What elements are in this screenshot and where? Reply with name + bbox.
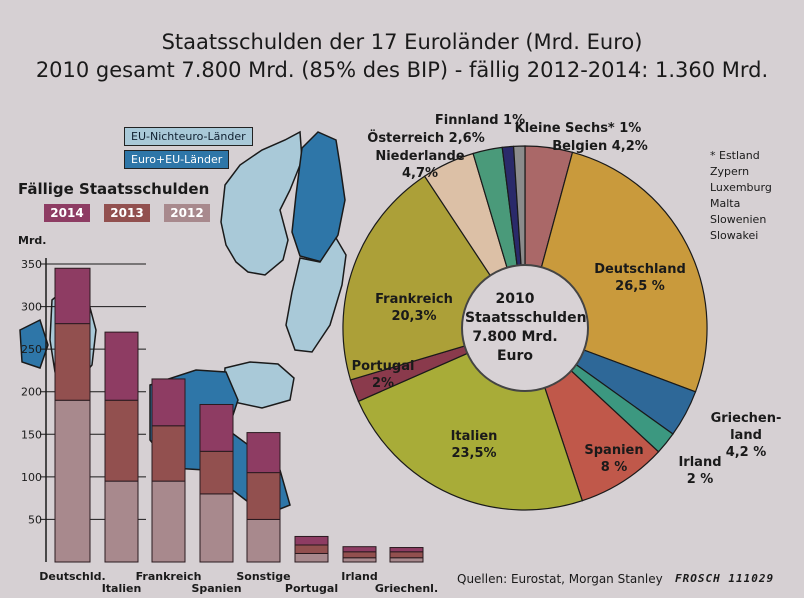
bar-segment — [104, 480, 139, 563]
y-axis-unit: Mrd. — [18, 234, 47, 247]
pie-slice-label: Österreich 2,6% — [367, 130, 484, 146]
bar-category-label: Irland — [341, 570, 377, 583]
bar-segment — [246, 432, 281, 474]
bar-category-label: Sonstige — [236, 570, 290, 583]
pie-slice-label: Spanien 8 % — [584, 443, 643, 475]
bar-segment — [151, 425, 186, 482]
legend-euro: Euro+EU-Länder — [124, 150, 230, 169]
bar-segment — [54, 399, 91, 563]
year-box-2014: 2014 — [44, 204, 90, 222]
y-tick-label: 150 — [21, 428, 42, 441]
pie-center-label: 2010 Staatsschulden 7.800 Mrd. Euro — [465, 290, 587, 366]
bar-category-label: Frankreich — [136, 570, 202, 583]
bar-segment — [199, 493, 234, 563]
bar-segment — [151, 378, 186, 427]
pie-slice-label: Kleine Sechs* 1% — [515, 121, 642, 136]
pie-slice-label: Italien 23,5% — [451, 429, 498, 461]
pie-slice-label: Portugal 2% — [352, 359, 415, 391]
pie-slice-label: Niederlande 4,7% — [375, 149, 464, 181]
pie-center-year: 2010 — [495, 291, 535, 307]
bar-segment — [294, 535, 329, 546]
y-tick-label: 300 — [21, 301, 42, 314]
bar-segment — [342, 546, 377, 553]
bar-segment — [246, 472, 281, 520]
bar-segment — [54, 323, 91, 401]
bar-category-label: Deutschld. — [39, 570, 105, 583]
pie-slice-label: Finnland 1% — [435, 113, 525, 128]
footnote-line: Zypern — [710, 165, 750, 178]
bar-segment — [104, 331, 139, 401]
pie-center-title: Staatsschulden — [465, 310, 587, 326]
pie-slice-label: Deutschland 26,5 % — [594, 262, 686, 294]
pie-slice-label: Belgien 4,2% — [552, 139, 648, 154]
pie-center-circle — [461, 264, 589, 392]
bar-category-label: Portugal — [285, 582, 338, 595]
pie-center-unit: Euro — [496, 348, 534, 364]
map-ireland — [19, 318, 49, 369]
year-box-2012: 2012 — [164, 204, 210, 222]
footnote-line: * Estland — [710, 149, 760, 162]
title-line-1: Staatsschulden der 17 Euroländer (Mrd. E… — [161, 30, 643, 54]
y-tick-label: 250 — [21, 343, 42, 356]
artist-signature: FROSCH 111029 — [675, 572, 775, 585]
bar-segment — [151, 480, 186, 563]
y-tick-label: 100 — [21, 471, 42, 484]
bar-category-label: Spanien — [191, 582, 241, 595]
bar-chart-heading: Fällige Staatsschulden — [18, 180, 210, 198]
bar-category-label: Griechenl. — [375, 582, 438, 595]
footnote-line: Slowakei — [710, 229, 759, 242]
bar-segment — [199, 450, 234, 495]
source-note: Quellen: Eurostat, Morgan Stanley — [457, 572, 663, 586]
map-baltic-russia — [285, 236, 347, 353]
title-line-2: 2010 gesamt 7.800 Mrd. (85% des BIP) - f… — [35, 58, 769, 82]
bar-segment — [199, 403, 234, 452]
footnote-line: Slowenien — [710, 213, 767, 226]
pie-slice-label: Irland 2 % — [678, 455, 721, 487]
pie-slice-label: Griechen-land 4,2 % — [711, 411, 782, 460]
bar-segment — [54, 267, 91, 325]
bar-segment — [389, 547, 424, 553]
map-norway-sweden — [220, 130, 303, 276]
bar-category-label: Italien — [102, 582, 142, 595]
map-finland — [291, 131, 346, 263]
pie-center-total: 7.800 Mrd. — [472, 329, 558, 345]
y-tick-label: 200 — [21, 386, 42, 399]
footnote-line: Luxemburg — [710, 181, 772, 194]
y-tick-label: 50 — [28, 513, 42, 526]
footnote-line: Malta — [710, 197, 741, 210]
legend-non-euro: EU-Nichteuro-Länder — [124, 127, 253, 146]
y-tick-label: 350 — [21, 258, 42, 271]
bar-segment — [246, 518, 281, 563]
year-box-2013: 2013 — [104, 204, 150, 222]
pie-slice-label: Frankreich 20,3% — [375, 292, 453, 324]
